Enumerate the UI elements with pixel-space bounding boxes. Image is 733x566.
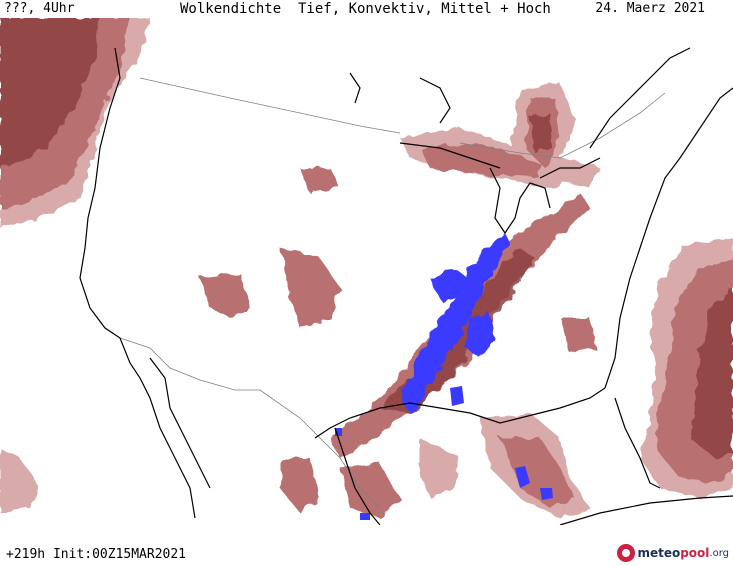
forecast-time-label: ???, 4Uhr [4, 1, 75, 16]
logo-text-meteo: meteo [637, 546, 681, 560]
convective-clouds [335, 233, 553, 520]
map-title: Wolkendichte Tief, Konvektiv, Mittel + H… [180, 1, 551, 17]
forecast-date: 24. Maerz 2021 [595, 1, 705, 16]
footer: +219h Init:00Z15MAR2021 meteo pool .org [0, 525, 733, 566]
model-run-info: +219h Init:00Z15MAR2021 [6, 547, 187, 562]
country-borders [119, 77, 666, 509]
logo-text-org: .org [709, 547, 729, 559]
meteopool-logo-icon [617, 544, 636, 562]
logo-text-pool: pool [680, 546, 710, 560]
cloud-cover-map [0, 18, 733, 525]
coastlines [79, 47, 733, 525]
meteopool-logo[interactable]: meteo pool .org [617, 542, 729, 564]
